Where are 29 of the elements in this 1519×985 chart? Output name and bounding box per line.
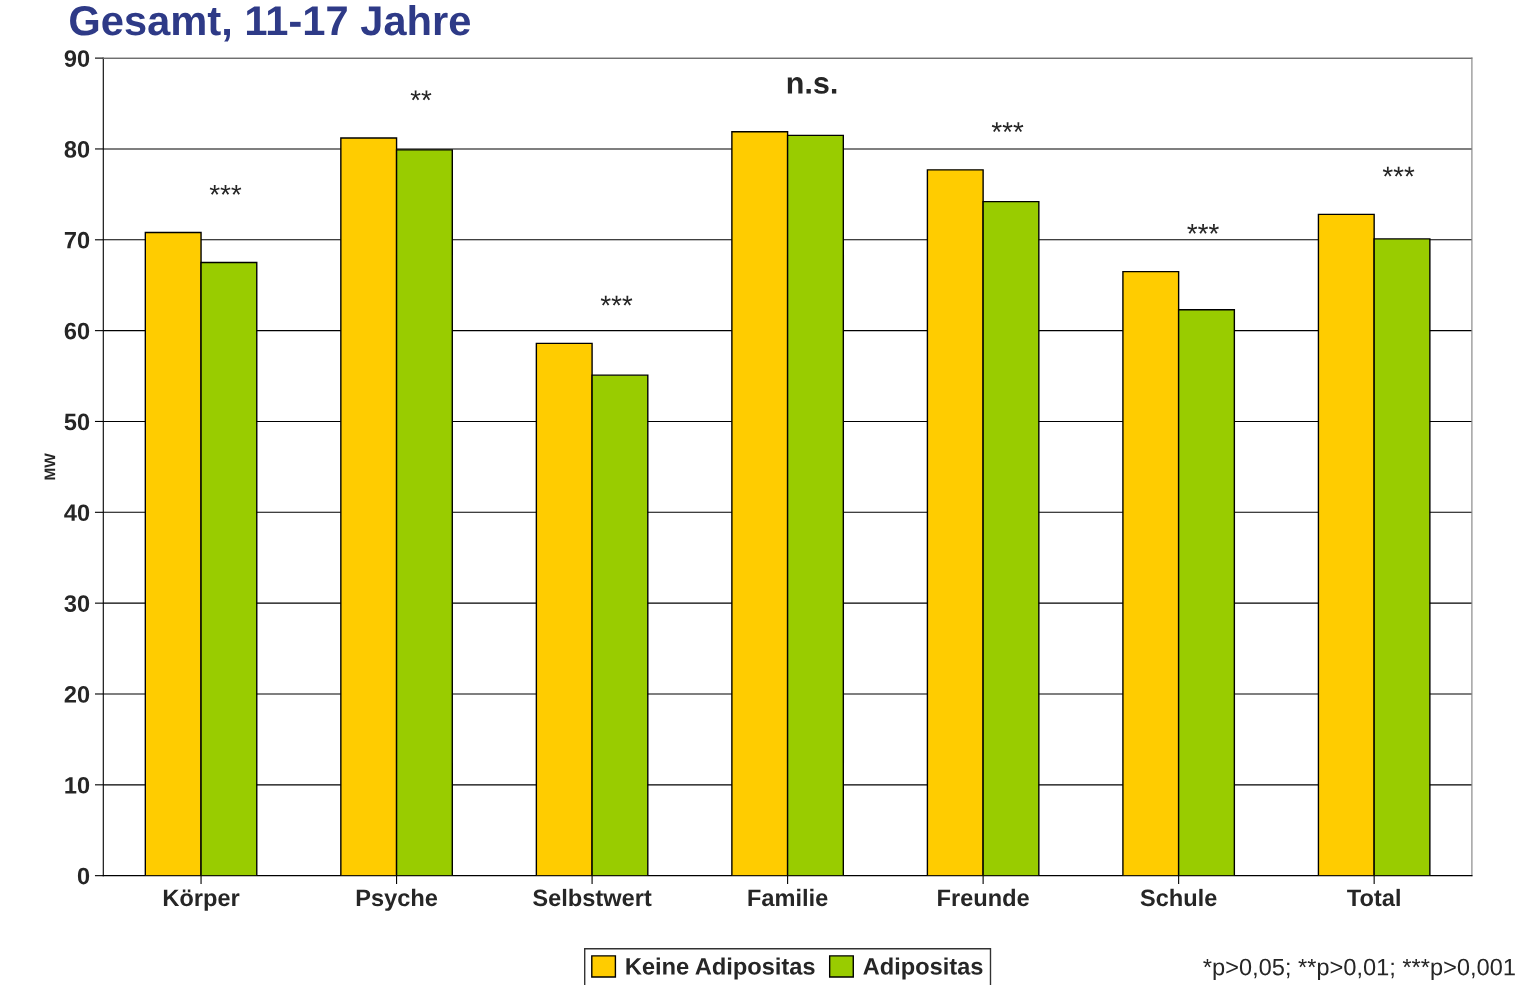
y-tick-label: 90 bbox=[64, 50, 90, 67]
y-tick-label: 30 bbox=[64, 595, 90, 612]
annotation: *** bbox=[209, 184, 242, 195]
x-tick-label: Familie bbox=[748, 888, 828, 907]
x-tick-label: Psyche bbox=[356, 888, 438, 911]
x-tick-label: Total bbox=[1347, 888, 1400, 907]
x-tick-label: Körper bbox=[163, 889, 240, 911]
text: *p>0,05; **p>0,01; ***p>0,001 bbox=[1203, 958, 1515, 981]
y-tick-label: 50 bbox=[64, 413, 90, 431]
x-tick-label: Selbstwert bbox=[533, 888, 652, 907]
y-tick-label: 20 bbox=[64, 686, 90, 703]
y-tick-label: 10 bbox=[65, 776, 90, 794]
legend-label: Keine Adipositas bbox=[626, 957, 815, 980]
annotation: *** bbox=[600, 295, 633, 306]
y-tick-label: 0 bbox=[77, 867, 90, 885]
legend-label: Adipositas bbox=[863, 957, 983, 980]
annotation: *** bbox=[1187, 224, 1219, 234]
annotation: n.s. bbox=[787, 77, 837, 94]
x-tick-label: Schule bbox=[1140, 888, 1217, 907]
y-tick-label: 40 bbox=[64, 504, 90, 522]
chart-title: Gesamt, 11-17 Jahre bbox=[70, 4, 470, 42]
annotation: ** bbox=[410, 90, 432, 101]
y-axis-title: MW bbox=[44, 453, 56, 480]
y-tick-label: 70 bbox=[64, 231, 90, 249]
annotation: *** bbox=[991, 122, 1024, 133]
y-tick-label: 60 bbox=[64, 322, 90, 340]
y-tick-label: 80 bbox=[64, 141, 90, 158]
annotation: *** bbox=[1382, 166, 1415, 177]
x-tick-label: Freunde bbox=[938, 888, 1029, 907]
